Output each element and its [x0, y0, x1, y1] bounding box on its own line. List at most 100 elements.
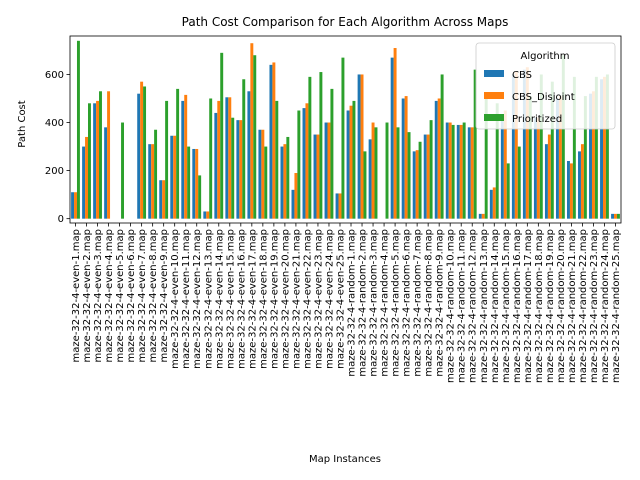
bar-prioritized-30 [396, 127, 400, 219]
bar-cbs-disjoint-37 [470, 127, 474, 219]
bar-prioritized-18 [264, 146, 268, 219]
y-axis-title: Path Cost [17, 100, 28, 147]
bar-cbs-9 [159, 180, 163, 219]
x-tick-label: maze-32-32-4-random-13.map [479, 229, 490, 383]
bar-cbs-31 [401, 98, 405, 219]
chart-title: Path Cost Comparison for Each Algorithm … [182, 15, 509, 29]
y-tick-label: 200 [45, 166, 64, 177]
x-tick-label: maze-32-32-4-even-21.map [291, 229, 302, 369]
x-tick-label: maze-32-32-4-random-7.map [413, 229, 424, 377]
bar-cbs-disjoint-11 [184, 94, 188, 219]
bar-cbs-20 [280, 146, 284, 219]
bar-prioritized-48 [594, 76, 598, 219]
bar-cbs-disjoint-14 [217, 100, 221, 219]
bar-cbs-1 [71, 192, 75, 219]
x-tick-label: maze-32-32-4-random-19.map [545, 229, 556, 383]
bar-cbs-disjoint-24 [327, 122, 331, 219]
bar-prioritized-50 [616, 213, 620, 219]
bar-cbs-16 [236, 120, 240, 219]
bar-prioritized-40 [506, 163, 510, 219]
bar-cbs-25 [335, 193, 339, 219]
bar-cbs-disjoint-32 [415, 150, 419, 219]
x-tick-label: maze-32-32-4-even-25.map [335, 229, 346, 369]
bar-cbs-21 [291, 189, 295, 219]
x-tick-label: maze-32-32-4-random-18.map [534, 229, 545, 383]
bar-cbs-33 [423, 134, 427, 219]
bar-cbs-19 [269, 64, 273, 219]
x-tick-label: maze-32-32-4-random-17.map [523, 229, 534, 383]
bar-cbs-disjoint-38 [481, 213, 485, 219]
bar-prioritized-43 [539, 74, 543, 219]
bar-cbs-disjoint-44 [547, 134, 551, 219]
x-tick-label: maze-32-32-4-random-16.map [512, 229, 523, 383]
bar-prioritized-2 [88, 103, 91, 219]
bar-cbs-27 [357, 74, 361, 219]
bar-prioritized-49 [605, 74, 609, 219]
bar-prioritized-37 [473, 69, 477, 219]
bar-cbs-10 [170, 135, 174, 219]
bar-cbs-disjoint-36 [459, 124, 463, 219]
bar-prioritized-21 [297, 110, 301, 219]
bar-cbs-disjoint-27 [360, 74, 364, 219]
x-tick-label: maze-32-32-4-random-1.map [347, 229, 358, 377]
bar-prioritized-29 [385, 122, 389, 219]
x-tick-label: maze-32-32-4-even-20.map [280, 229, 291, 369]
x-tick-label: maze-32-32-4-random-5.map [391, 229, 402, 377]
x-tick-label: maze-32-32-4-even-19.map [269, 229, 280, 369]
bar-prioritized-8 [154, 129, 158, 219]
bar-cbs-disjoint-43 [536, 117, 540, 219]
bar-cbs-disjoint-31 [404, 96, 408, 219]
bar-prioritized-47 [583, 96, 587, 219]
plot-frame [69, 35, 622, 224]
bar-cbs-disjoint-4 [107, 91, 111, 219]
bar-cbs-2 [82, 146, 86, 219]
bar-cbs-disjoint-46 [569, 163, 573, 219]
x-tick-label: maze-32-32-4-even-4.map [104, 229, 115, 362]
x-tick-label: maze-32-32-4-even-23.map [313, 229, 324, 369]
bar-cbs-disjoint-40 [503, 110, 507, 219]
bar-cbs-disjoint-20 [283, 144, 287, 219]
bar-cbs-43 [533, 117, 537, 219]
x-tick-label: maze-32-32-4-random-2.map [358, 229, 369, 377]
bar-cbs-disjoint-49 [603, 76, 606, 219]
bar-prioritized-45 [561, 55, 565, 219]
bar-prioritized-35 [451, 124, 455, 219]
x-tick-label: maze-32-32-4-even-11.map [181, 229, 192, 369]
bar-prioritized-27 [363, 151, 367, 219]
bar-prioritized-16 [242, 79, 246, 219]
bar-cbs-28 [368, 139, 372, 219]
bar-cbs-disjoint-25 [338, 193, 342, 219]
x-tick-label: maze-32-32-4-random-23.map [589, 229, 600, 383]
bar-cbs-disjoint-7 [140, 81, 144, 219]
x-tick-label: maze-32-32-4-even-9.map [159, 229, 170, 362]
bar-prioritized-9 [165, 100, 169, 219]
x-tick-label: maze-32-32-4-random-3.map [369, 229, 380, 377]
bar-cbs-35 [445, 122, 449, 219]
x-tick-label: maze-32-32-4-even-5.map [115, 229, 126, 362]
bar-cbs-45 [555, 98, 559, 219]
bar-cbs-40 [500, 117, 504, 219]
x-tick-label: maze-32-32-4-even-6.map [126, 229, 137, 362]
bar-prioritized-39 [495, 103, 499, 219]
bar-cbs-disjoint-47 [580, 144, 584, 219]
x-tick-label: maze-32-32-4-even-17.map [247, 229, 258, 369]
bar-prioritized-14 [220, 52, 224, 219]
bar-prioritized-31 [407, 132, 411, 219]
x-tick-label: maze-32-32-4-even-18.map [258, 229, 269, 369]
x-tick-label: maze-32-32-4-random-21.map [567, 229, 578, 383]
y-tick-label: 0 [58, 214, 64, 225]
bar-prioritized-26 [352, 100, 356, 219]
bar-cbs-46 [567, 160, 570, 219]
x-tick-label: maze-32-32-4-even-12.map [192, 229, 203, 369]
legend-swatch-cbs-disjoint [484, 92, 504, 99]
bar-cbs-disjoint-34 [437, 98, 441, 219]
bar-prioritized-28 [374, 127, 378, 219]
x-tick-label: maze-32-32-4-random-15.map [501, 229, 512, 383]
bar-cbs-24 [324, 122, 328, 219]
bar-prioritized-22 [308, 76, 312, 219]
bar-cbs-disjoint-17 [250, 43, 254, 219]
bar-prioritized-46 [572, 76, 576, 219]
bar-prioritized-1 [76, 40, 80, 219]
bar-cbs-15 [225, 97, 229, 219]
bar-prioritized-25 [341, 57, 345, 219]
